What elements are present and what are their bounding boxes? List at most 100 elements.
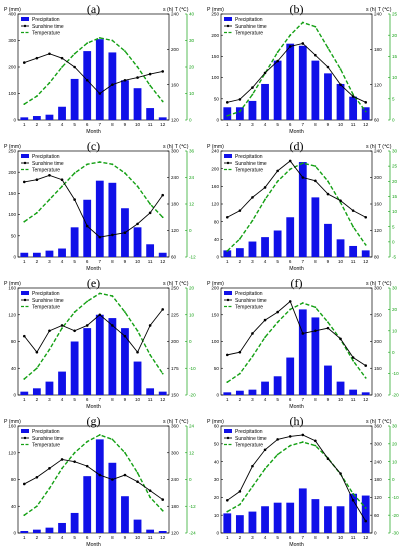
y3-tick-label: 24 xyxy=(189,175,195,180)
legend-label-sunshine: Sunshine time xyxy=(235,298,267,304)
precipitation-bar xyxy=(324,365,332,395)
sunshine-point xyxy=(301,332,305,335)
y3-tick-label: -12 xyxy=(189,255,196,260)
sunshine-point xyxy=(48,52,51,56)
precipitation-bar xyxy=(298,45,307,120)
y3-tick-label: 25 xyxy=(392,164,398,169)
x-tick-label: 8 xyxy=(314,259,317,264)
sunshine-point xyxy=(73,198,76,201)
legend-marker-sunshine xyxy=(23,298,27,302)
y-tick-label: 240 xyxy=(211,149,219,154)
y-tick-label: 200 xyxy=(8,170,16,175)
y3-tick-label: 20 xyxy=(392,441,398,446)
x-tick-label: 1 xyxy=(23,397,26,402)
y-tick-label: 250 xyxy=(211,12,219,17)
temperature-line xyxy=(23,37,164,105)
precipitation-bar xyxy=(108,182,117,257)
sunshine-point xyxy=(73,65,76,69)
x-tick-label: 4 xyxy=(61,259,64,264)
y-tick-label: 20 xyxy=(214,495,220,500)
sunshine-point xyxy=(73,329,76,333)
chart-panel-g: P (mm) s (h) T (℃)Month(g)040801201601201… xyxy=(4,414,196,548)
temperature-line xyxy=(226,441,367,513)
x-tick-label: 12 xyxy=(160,397,166,402)
sunshine-point xyxy=(161,70,165,73)
y3-tick-label: 24 xyxy=(189,424,195,429)
sunshine-point xyxy=(35,475,39,479)
sunshine-point xyxy=(123,78,127,82)
y2-tick-label: 250 xyxy=(374,312,382,317)
y-axis-title: P (mm) xyxy=(207,419,224,425)
temperature-point xyxy=(276,51,279,54)
temperature-point xyxy=(327,321,329,324)
y-tick-label: 100 xyxy=(211,75,219,80)
temperature-point xyxy=(98,434,101,436)
temperature-point xyxy=(61,185,63,188)
temperature-point xyxy=(149,84,152,87)
y-tick-label: 50 xyxy=(214,366,220,371)
y-tick-label: 0 xyxy=(216,531,219,536)
x-tick-label: 11 xyxy=(351,259,356,264)
temperature-point xyxy=(73,52,76,55)
y3-tick-label: 20 xyxy=(189,65,195,70)
sunshine-point xyxy=(314,53,317,57)
legend-label-temperature: Temperature xyxy=(32,168,60,174)
precipitation-bar xyxy=(133,88,142,120)
x-tick-label: 5 xyxy=(73,535,76,540)
precipitation-bar xyxy=(324,73,332,120)
y3-tick-label: -20 xyxy=(392,513,399,518)
temperature-point xyxy=(264,336,266,339)
x-tick-label: 4 xyxy=(264,259,267,264)
precipitation-bar xyxy=(108,52,117,120)
x-tick-label: 11 xyxy=(148,259,153,264)
y-axis-title: P (mm) xyxy=(4,144,21,150)
x-tick-label: 6 xyxy=(289,122,292,127)
y-tick-label: 200 xyxy=(211,286,219,291)
sunshine-point xyxy=(339,83,342,86)
legend-label-temperature: Temperature xyxy=(235,168,263,174)
temperature-point xyxy=(226,510,229,513)
sunshine-point xyxy=(288,159,292,163)
legend-label-precipitation: Precipitation xyxy=(32,429,60,435)
precipitation-bar xyxy=(83,328,92,395)
y2-tick-label: 200 xyxy=(374,175,382,180)
x-tick-label: 5 xyxy=(276,259,279,264)
sunshine-point xyxy=(238,209,242,212)
x-tick-label: 1 xyxy=(23,122,26,127)
y2-tick-label: 300 xyxy=(374,441,382,446)
y2-tick-label: 240 xyxy=(171,12,179,17)
x-tick-label: 7 xyxy=(99,535,102,540)
y-tick-label: 250 xyxy=(8,149,16,154)
temperature-point xyxy=(226,250,229,252)
sunshine-point xyxy=(251,464,254,468)
y3-tick-label: 5 xyxy=(392,224,395,229)
precipitation-bar xyxy=(58,371,66,395)
x-tick-label: 8 xyxy=(314,535,317,540)
x-tick-label: 4 xyxy=(61,535,64,540)
y2-tick-label: 160 xyxy=(374,202,382,207)
precipitation-bar xyxy=(349,96,358,120)
legend-swatch-precipitation xyxy=(21,17,29,21)
sunshine-point xyxy=(148,211,152,215)
precipitation-bar xyxy=(223,250,232,257)
sunshine-point xyxy=(364,101,368,104)
x-tick-label: 7 xyxy=(302,122,305,127)
x-tick-label: 9 xyxy=(124,122,127,127)
x-tick-label: 2 xyxy=(239,397,242,402)
x-tick-label: 10 xyxy=(135,122,141,127)
temperature-point xyxy=(352,225,355,228)
sunshine-point xyxy=(364,215,368,219)
sunshine-point xyxy=(98,235,102,239)
y3-tick-label: 10 xyxy=(392,328,398,333)
sunshine-point xyxy=(22,334,26,338)
legend-marker-sunshine xyxy=(226,298,230,302)
x-tick-label: 3 xyxy=(48,535,51,540)
precipitation-bar xyxy=(261,506,269,533)
y3-tick-label: 10 xyxy=(392,75,398,80)
temperature-point xyxy=(264,467,266,470)
x-tick-label: 6 xyxy=(86,122,89,127)
sunshine-point xyxy=(73,460,76,463)
x-axis-title: Month xyxy=(289,266,304,272)
sunshine-point xyxy=(136,480,139,484)
y2-tick-label: 80 xyxy=(374,255,380,260)
